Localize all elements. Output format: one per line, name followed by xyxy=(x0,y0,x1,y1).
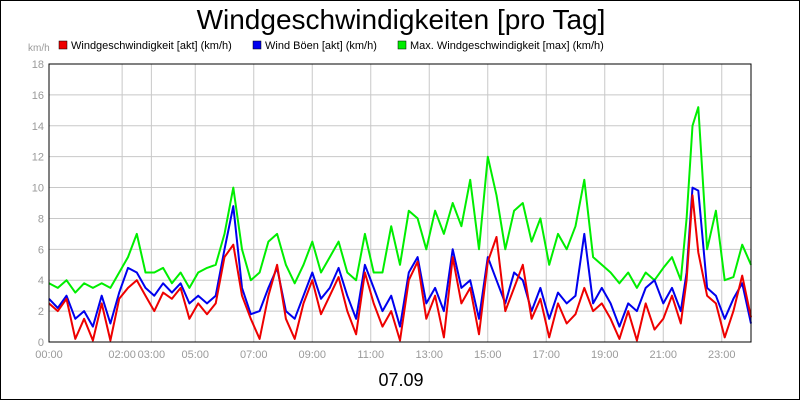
series-layer xyxy=(48,106,752,342)
x-tick-label: 11:00 xyxy=(357,349,384,361)
x-tick-label: 17:00 xyxy=(532,349,560,361)
legend-swatch-1 xyxy=(252,40,262,50)
legend-label-0: Windgeschwindigkeit [akt] (km/h) xyxy=(71,40,232,52)
series-line-2 xyxy=(48,106,752,294)
series-line-0 xyxy=(48,194,752,342)
chart-title: Windgeschwindigkeiten [pro Tag] xyxy=(197,4,606,35)
y-tick-label: 8 xyxy=(38,213,44,225)
x-tick-label: 19:00 xyxy=(591,349,619,361)
x-tick-label: 23:00 xyxy=(708,349,736,361)
legend-label-1: Wind Böen [akt] (km/h) xyxy=(265,40,377,52)
y-axis-ticks: 0 2 4 6 8 10 12 14 16 18 xyxy=(32,59,44,349)
series-line-1 xyxy=(48,186,752,328)
legend-label-2: Max. Windgeschwindigkeit [max] (km/h) xyxy=(410,40,604,52)
y-tick-label: 16 xyxy=(32,90,44,102)
grid xyxy=(49,64,751,342)
x-tick-label: 05:00 xyxy=(181,349,209,361)
y-tick-label: 10 xyxy=(32,183,44,195)
y-axis-unit-label: km/h xyxy=(28,43,50,54)
y-tick-label: 14 xyxy=(32,121,44,133)
x-tick-label: 13:00 xyxy=(415,349,443,361)
x-tick-label: 03:00 xyxy=(138,349,166,361)
y-tick-label: 18 xyxy=(32,59,44,71)
legend-swatch-2 xyxy=(397,40,407,50)
x-tick-label: 07:00 xyxy=(240,349,268,361)
x-tick-label: 21:00 xyxy=(649,349,677,361)
y-tick-label: 2 xyxy=(38,306,44,318)
x-axis-date-label: 07.09 xyxy=(378,370,423,390)
x-axis-ticks: 00:00 02:00 03:00 05:00 07:00 09:00 11:00 13:00… xyxy=(35,349,735,361)
y-tick-label: 12 xyxy=(32,152,44,164)
x-tick-label: 15:00 xyxy=(474,349,502,361)
legend-swatch-0 xyxy=(58,40,68,50)
y-tick-label: 6 xyxy=(38,244,44,256)
x-tick-label: 02:00 xyxy=(108,349,136,361)
y-tick-label: 0 xyxy=(38,337,44,349)
legend: Windgeschwindigkeit [akt] (km/h) Wind Böe… xyxy=(58,40,604,52)
x-tick-label: 09:00 xyxy=(298,349,326,361)
x-tick-label: 00:00 xyxy=(35,349,63,361)
y-tick-label: 4 xyxy=(38,275,44,287)
plot-area-border xyxy=(48,63,752,343)
